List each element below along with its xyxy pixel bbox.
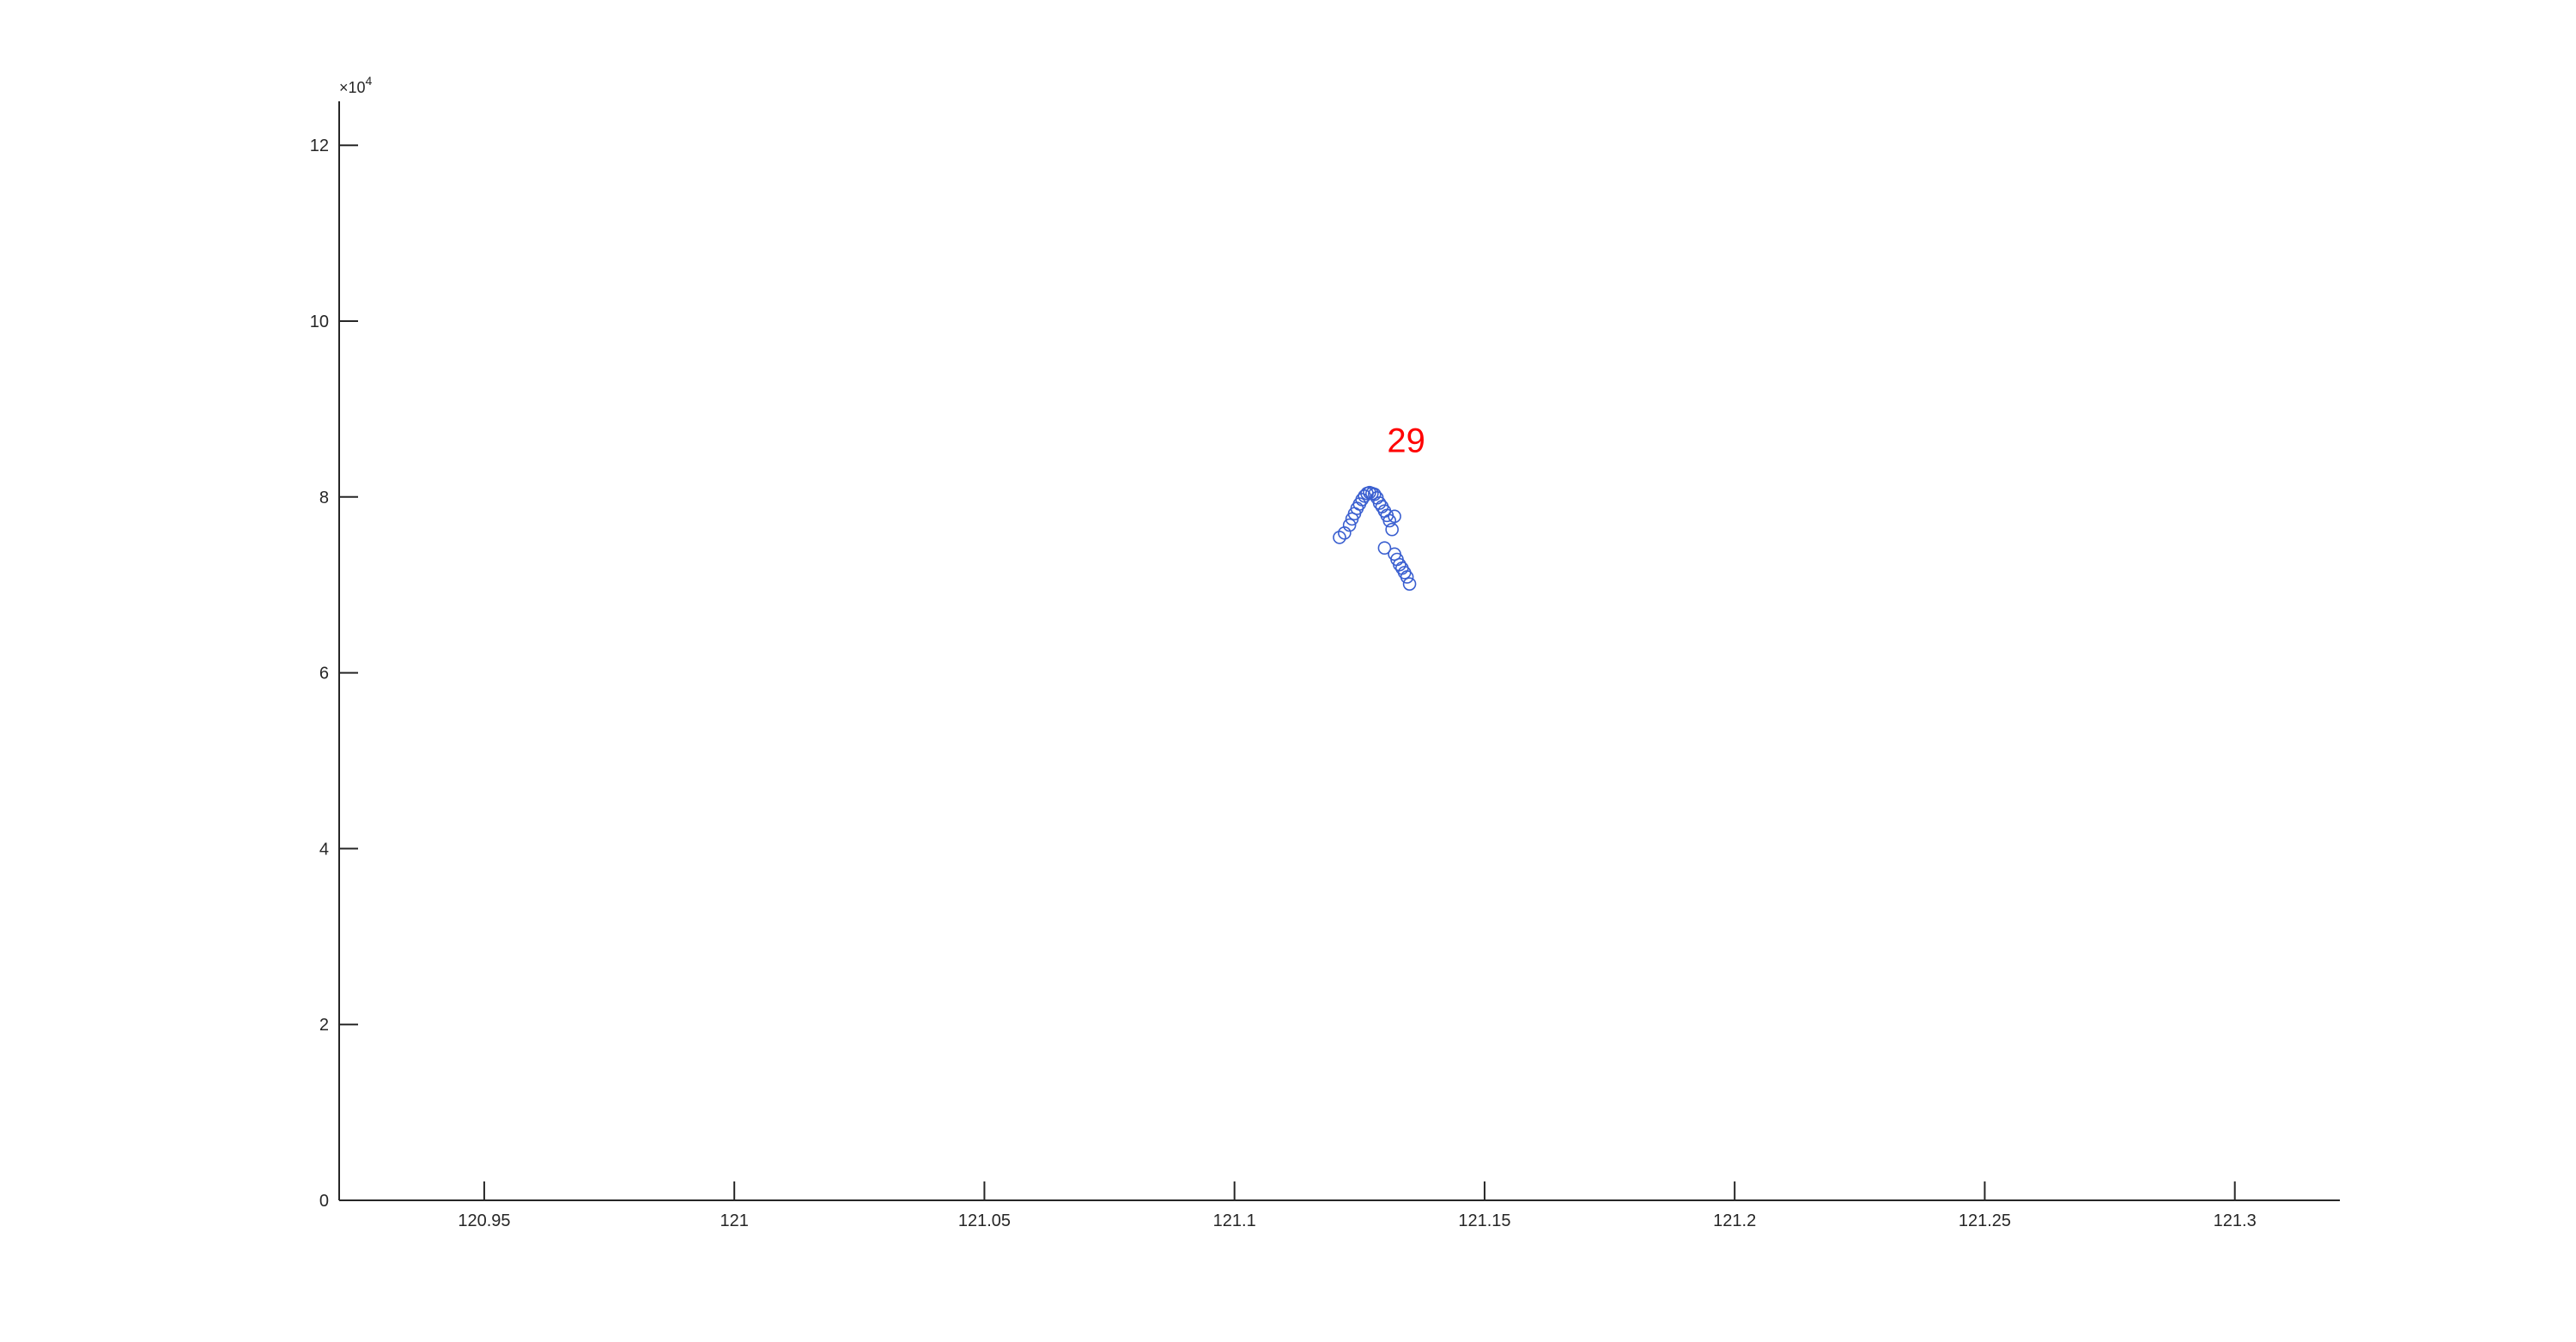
scatter-point	[1342, 518, 1357, 532]
scatter-point	[1385, 522, 1399, 537]
x-tick-label: 120.95	[458, 1211, 510, 1230]
y-tick-label: 10	[310, 313, 329, 331]
scatter-point	[1388, 509, 1401, 524]
scatter-point	[1333, 531, 1346, 544]
y-tick-label: 0	[319, 1192, 329, 1211]
x-tick-label: 121.2	[1713, 1211, 1756, 1230]
y-tick-label: 6	[319, 665, 329, 683]
axes: 120.95 121 121.05 121.1 121.15 121.2 121.25 121…	[310, 74, 2340, 1230]
x-tick-label: 121.05	[958, 1211, 1011, 1230]
data-points	[1333, 485, 1417, 591]
y-tick-label: 2	[319, 1016, 329, 1035]
scatter-point	[1395, 561, 1409, 575]
y-tick-label: 12	[310, 137, 329, 155]
x-tick-label: 121.1	[1213, 1211, 1256, 1230]
annotations: 29	[1387, 422, 1425, 460]
x-tick-label: 121.15	[1458, 1211, 1510, 1230]
x-tick-label: 121	[720, 1211, 748, 1230]
scatter-point	[1400, 570, 1414, 584]
y-tick-label: 4	[319, 840, 329, 859]
scatter-point	[1382, 513, 1397, 528]
y-tick-label: 8	[319, 489, 329, 507]
x-axis-ticks: 120.95 121 121.05 121.1 121.15 121.2 121.25 121…	[458, 1181, 2257, 1230]
annotation-label: 29	[1387, 422, 1425, 460]
scatter-point	[1377, 541, 1392, 555]
x-tick-label: 121.25	[1959, 1211, 2011, 1230]
scatter-point	[1375, 500, 1389, 513]
y-axis-exponent-label: ×104	[339, 74, 373, 96]
scatter-point	[1402, 577, 1417, 591]
x-tick-label: 121.3	[2214, 1211, 2257, 1230]
y-axis-ticks: 0 2 4 6 8 10 12	[310, 137, 358, 1211]
